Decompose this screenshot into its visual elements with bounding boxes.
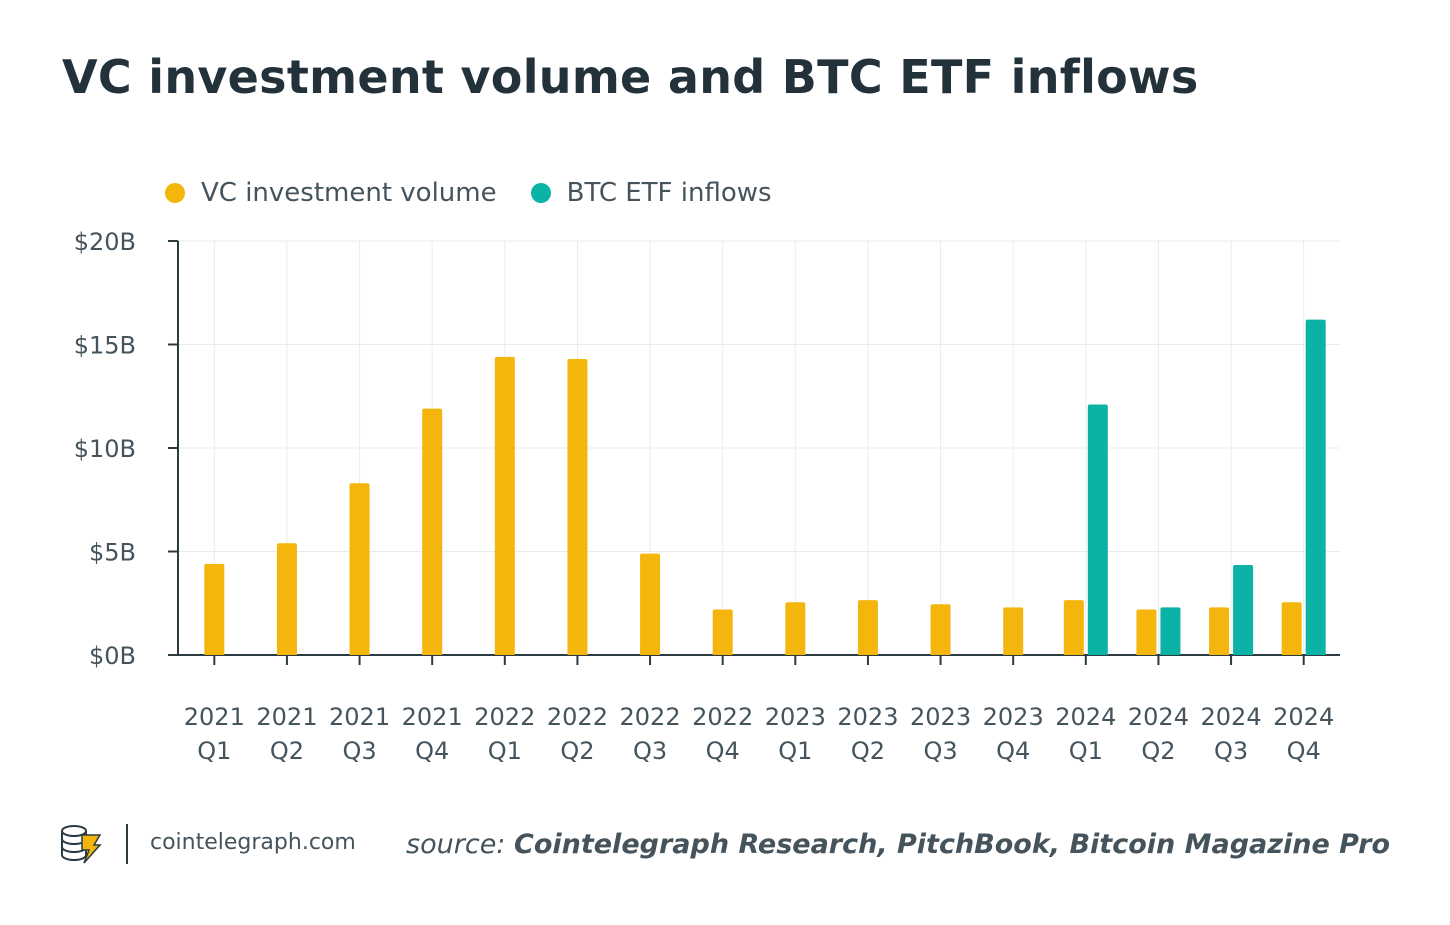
y-tick-label: $15B	[74, 332, 136, 360]
x-tick-label-quarter: Q4	[1287, 737, 1321, 765]
x-tick-label-year: 2024	[1055, 703, 1116, 731]
x-tick-label-quarter: Q1	[197, 737, 231, 765]
x-tick-label-quarter: Q4	[415, 737, 449, 765]
bar-etf	[1087, 404, 1108, 655]
source-prefix: source:	[406, 829, 506, 860]
x-tick-label-year: 2021	[184, 703, 245, 731]
x-tick-label-year: 2021	[402, 703, 463, 731]
x-tick-label-year: 2023	[837, 703, 898, 731]
x-tick-label-quarter: Q4	[706, 737, 740, 765]
bar-vc	[276, 543, 297, 655]
legend-dot-etf	[530, 183, 551, 203]
x-tick-label-quarter: Q1	[1069, 737, 1103, 765]
x-tick-label-quarter: Q1	[778, 737, 812, 765]
bar-vc	[567, 358, 588, 655]
x-tick-label-year: 2024	[1128, 703, 1189, 731]
x-tick-label-quarter: Q3	[923, 737, 957, 765]
bar-etf	[1233, 564, 1254, 655]
bar-vc	[1281, 602, 1302, 655]
bar-vc	[494, 356, 515, 655]
x-tick-label-quarter: Q3	[633, 737, 667, 765]
x-tick-label-year: 2021	[329, 703, 390, 731]
footer-separator	[126, 824, 128, 864]
bar-vc	[930, 604, 951, 655]
x-tick-label-year: 2022	[547, 703, 608, 731]
bar-vc	[1209, 607, 1230, 655]
x-tick-label-quarter: Q2	[1141, 737, 1175, 765]
y-tick-label: $5B	[89, 539, 136, 567]
footer-source: source: Cointelegraph Research, PitchBoo…	[406, 829, 1390, 860]
y-tick-label: $0B	[89, 642, 136, 670]
legend-item-vc: VC investment volume	[165, 178, 497, 208]
x-tick-label-quarter: Q4	[996, 737, 1030, 765]
chart-title: VC investment volume and BTC ETF inflows	[62, 50, 1199, 104]
bar-vc	[785, 602, 806, 655]
bar-vc	[1003, 607, 1024, 655]
bar-vc	[1136, 609, 1157, 655]
y-tick-label: $10B	[74, 435, 136, 463]
x-tick-label-year: 2022	[692, 703, 753, 731]
legend-item-etf: BTC ETF inflows	[530, 178, 772, 208]
x-tick-label-year: 2024	[1201, 703, 1262, 731]
bar-vc	[640, 553, 661, 655]
footer-domain: cointelegraph.com	[150, 830, 356, 855]
bar-vc	[204, 563, 225, 655]
x-tick-label-year: 2024	[1273, 703, 1334, 731]
x-tick-label-quarter: Q2	[560, 737, 594, 765]
source-text: Cointelegraph Research, PitchBook, Bitco…	[514, 829, 1390, 860]
x-tick-label-year: 2021	[256, 703, 317, 731]
bar-vc	[349, 483, 370, 655]
bar-vc	[422, 408, 443, 655]
x-tick-label-quarter: Q3	[342, 737, 376, 765]
x-tick-label-quarter: Q3	[1214, 737, 1248, 765]
x-tick-label-quarter: Q2	[851, 737, 885, 765]
x-tick-label-year: 2023	[765, 703, 826, 731]
legend-label-etf: BTC ETF inflows	[566, 178, 772, 208]
x-tick-label-year: 2022	[474, 703, 535, 731]
bar-etf	[1160, 607, 1181, 655]
y-tick-label: $20B	[74, 228, 136, 256]
legend-dot-vc	[165, 183, 185, 203]
cointelegraph-logo-icon	[58, 823, 104, 869]
bar-etf	[1305, 319, 1326, 655]
bar-vc	[712, 609, 733, 655]
legend-label-vc: VC investment volume	[201, 178, 497, 208]
bar-vc	[857, 600, 878, 655]
legend: VC investment volume BTC ETF inflows	[165, 178, 806, 208]
x-tick-label-year: 2022	[620, 703, 681, 731]
x-tick-label-quarter: Q1	[488, 737, 522, 765]
x-tick-label-year: 2023	[910, 703, 971, 731]
x-tick-label-year: 2023	[983, 703, 1044, 731]
bar-vc	[1063, 600, 1084, 655]
x-tick-label-quarter: Q2	[270, 737, 304, 765]
